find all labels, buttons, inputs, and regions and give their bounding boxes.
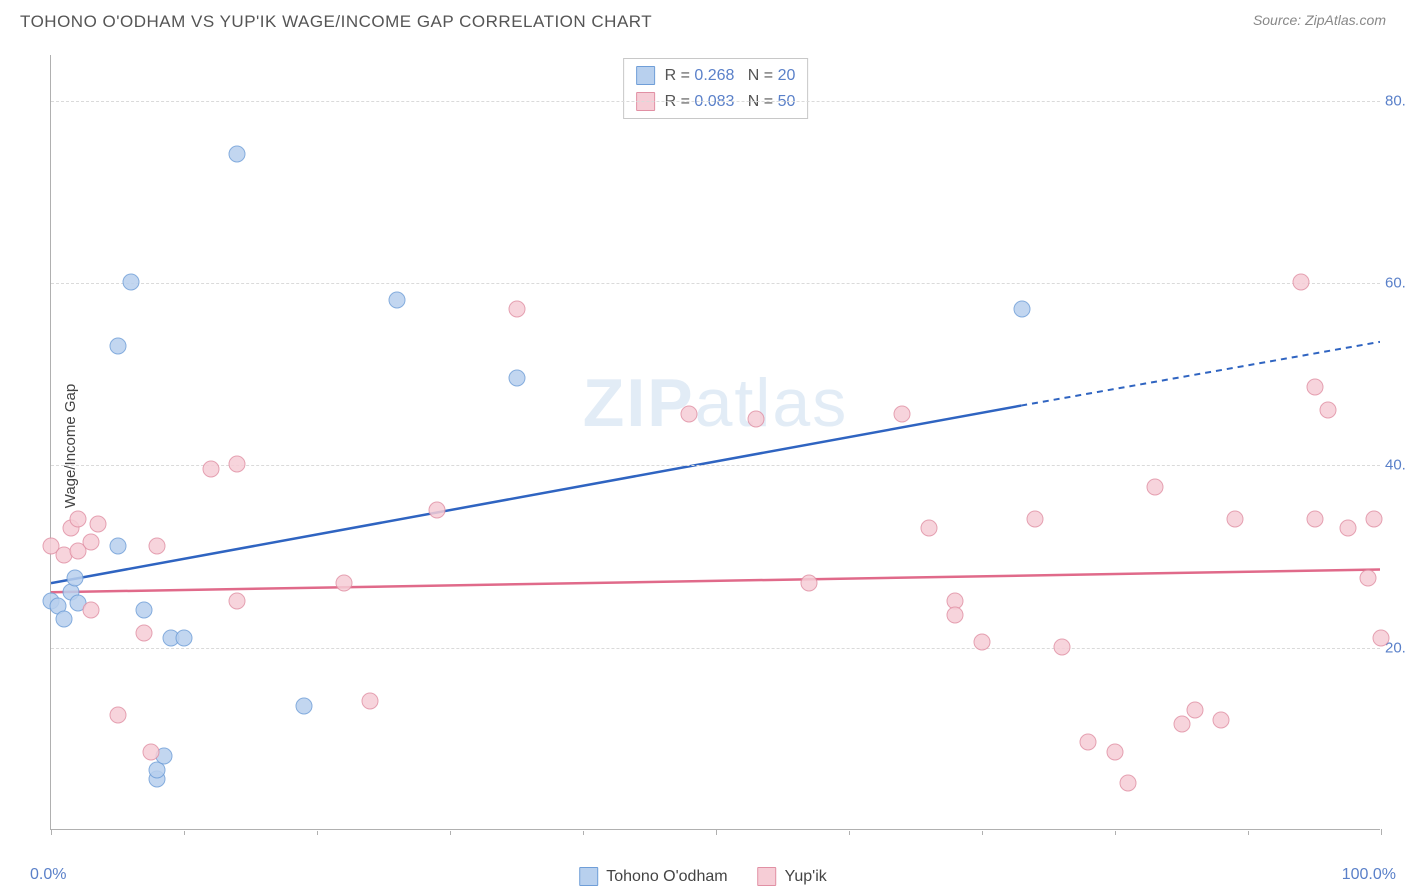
y-tick-label: 80.0%	[1385, 92, 1406, 109]
gridline	[51, 465, 1380, 466]
legend-swatch	[758, 867, 777, 886]
data-point	[149, 538, 166, 555]
plot-area: ZIPatlas R = 0.268 N = 20R = 0.083 N = 5…	[50, 55, 1380, 830]
data-point	[136, 624, 153, 641]
x-tick	[51, 829, 52, 835]
data-point	[1293, 273, 1310, 290]
data-point	[69, 511, 86, 528]
data-point	[1319, 401, 1336, 418]
source-attribution: Source: ZipAtlas.com	[1253, 12, 1386, 28]
x-tick-minor	[1115, 831, 1116, 835]
x-tick-minor	[317, 831, 318, 835]
stats-row: R = 0.268 N = 20	[636, 63, 796, 89]
x-tick-minor	[849, 831, 850, 835]
data-point	[1213, 711, 1230, 728]
data-point	[1373, 629, 1390, 646]
data-point	[1107, 743, 1124, 760]
data-point	[1366, 511, 1383, 528]
data-point	[229, 456, 246, 473]
data-point	[508, 369, 525, 386]
data-point	[109, 337, 126, 354]
data-point	[974, 634, 991, 651]
data-point	[1080, 734, 1097, 751]
data-point	[122, 273, 139, 290]
x-tick-minor	[450, 831, 451, 835]
data-point	[66, 570, 83, 587]
y-tick-label: 40.0%	[1385, 457, 1406, 474]
gridline	[51, 283, 1380, 284]
data-point	[894, 406, 911, 423]
x-tick-minor	[583, 831, 584, 835]
x-tick-minor	[982, 831, 983, 835]
data-point	[1027, 511, 1044, 528]
data-point	[56, 611, 73, 628]
series-legend: Tohono O'odham Yup'ik	[579, 867, 827, 886]
data-point	[801, 574, 818, 591]
data-point	[1186, 702, 1203, 719]
data-point	[142, 743, 159, 760]
x-max-label: 100.0%	[1342, 866, 1396, 884]
data-point	[109, 538, 126, 555]
data-point	[1013, 301, 1030, 318]
data-point	[82, 602, 99, 619]
data-point	[1226, 511, 1243, 528]
watermark: ZIPatlas	[583, 364, 848, 442]
x-tick-minor	[1248, 831, 1249, 835]
legend-swatch	[579, 867, 598, 886]
data-point	[1339, 520, 1356, 537]
gridline	[51, 648, 1380, 649]
stats-text: R = 0.268 N = 20	[665, 63, 796, 89]
y-tick-label: 60.0%	[1385, 274, 1406, 291]
data-point	[82, 533, 99, 550]
legend-item: Yup'ik	[758, 867, 827, 886]
data-point	[681, 406, 698, 423]
legend-label: Tohono O'odham	[606, 868, 727, 886]
data-point	[229, 146, 246, 163]
data-point	[229, 593, 246, 610]
data-point	[388, 292, 405, 309]
data-point	[508, 301, 525, 318]
legend-item: Tohono O'odham	[579, 867, 727, 886]
data-point	[335, 574, 352, 591]
data-point	[202, 460, 219, 477]
x-tick-minor	[184, 831, 185, 835]
chart-title: TOHONO O'ODHAM VS YUP'IK WAGE/INCOME GAP…	[20, 12, 652, 31]
data-point	[1306, 378, 1323, 395]
legend-label: Yup'ik	[785, 868, 827, 886]
data-point	[89, 515, 106, 532]
data-point	[136, 602, 153, 619]
data-point	[362, 693, 379, 710]
gridline	[51, 101, 1380, 102]
x-min-label: 0.0%	[30, 866, 66, 884]
trend-lines	[51, 55, 1380, 829]
data-point	[1053, 638, 1070, 655]
data-point	[1146, 479, 1163, 496]
data-point	[747, 410, 764, 427]
data-point	[295, 697, 312, 714]
data-point	[1173, 716, 1190, 733]
data-point	[176, 629, 193, 646]
data-point	[920, 520, 937, 537]
x-tick	[716, 829, 717, 835]
data-point	[1306, 511, 1323, 528]
stats-legend: R = 0.268 N = 20R = 0.083 N = 50	[623, 58, 809, 119]
legend-swatch	[636, 66, 655, 85]
data-point	[428, 501, 445, 518]
data-point	[109, 707, 126, 724]
data-point	[947, 606, 964, 623]
data-point	[1359, 570, 1376, 587]
x-tick	[1381, 829, 1382, 835]
data-point	[1120, 775, 1137, 792]
